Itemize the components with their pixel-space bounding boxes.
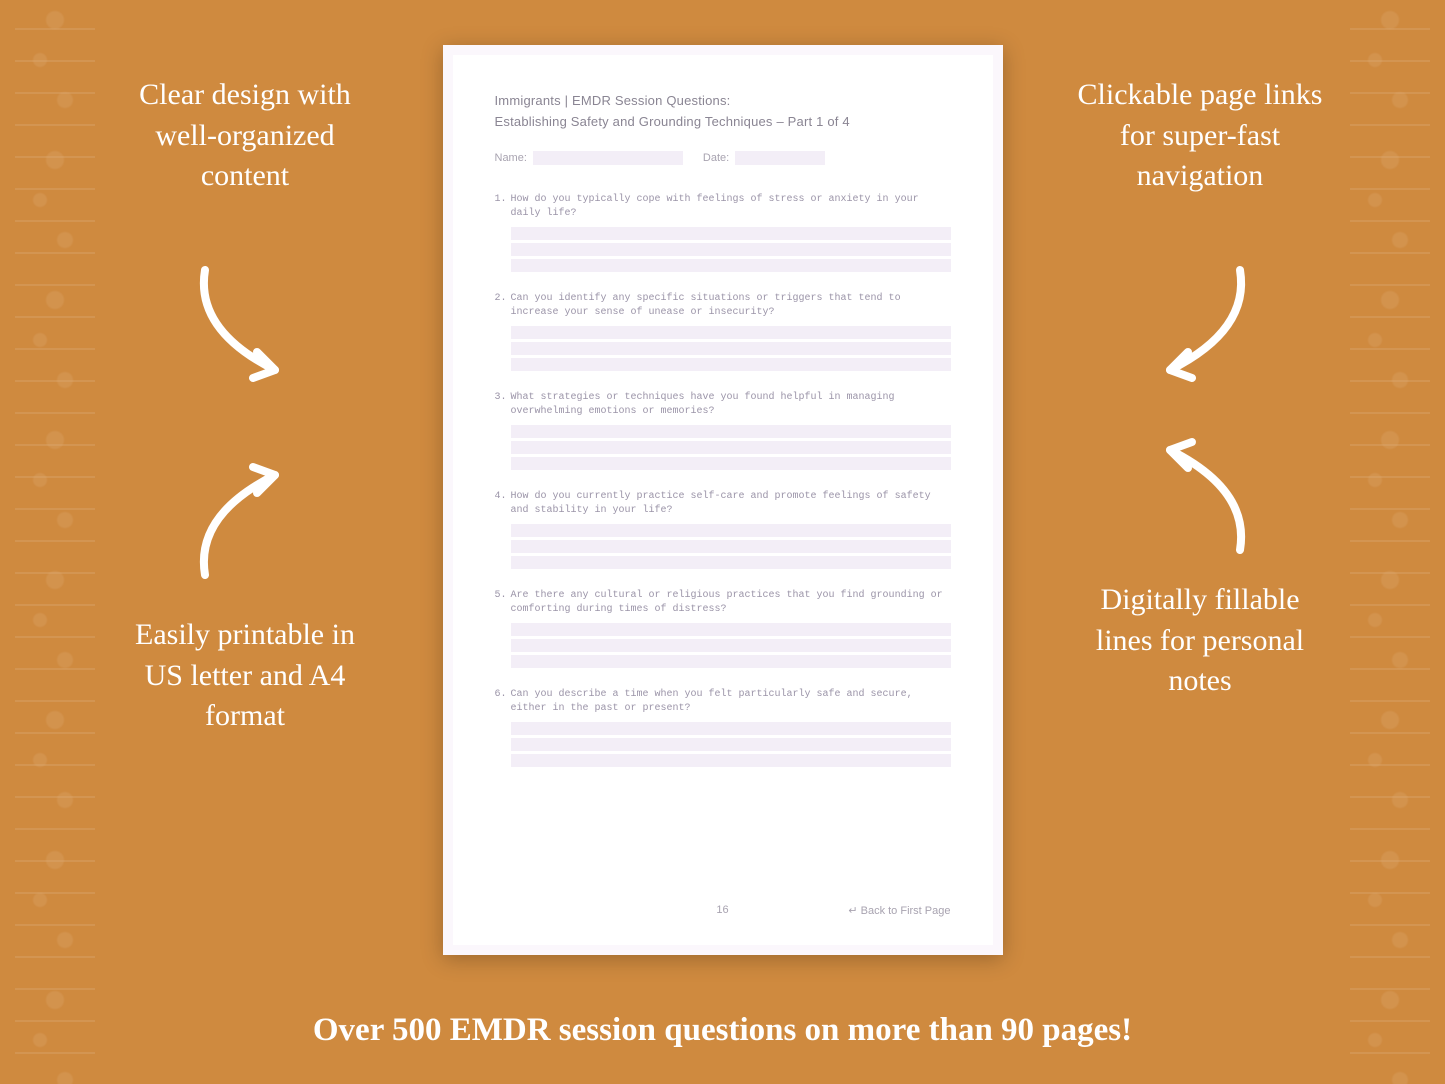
date-label: Date: bbox=[703, 152, 729, 164]
question-body: Are there any cultural or religious prac… bbox=[511, 589, 951, 617]
question-block: 6. Can you describe a time when you felt… bbox=[495, 688, 951, 767]
floral-border-right bbox=[1350, 0, 1430, 1084]
arrow-br-icon bbox=[1130, 430, 1270, 560]
answer-line[interactable] bbox=[511, 540, 951, 553]
answer-line[interactable] bbox=[511, 358, 951, 371]
callout-top-right: Clickable page links for super-fast navi… bbox=[1070, 75, 1330, 197]
answer-line[interactable] bbox=[511, 342, 951, 355]
answer-line[interactable] bbox=[511, 227, 951, 240]
question-text: 2. Can you identify any specific situati… bbox=[495, 292, 951, 320]
question-text: 6. Can you describe a time when you felt… bbox=[495, 688, 951, 716]
bottom-headline: Over 500 EMDR session questions on more … bbox=[0, 1012, 1445, 1049]
answer-line[interactable] bbox=[511, 524, 951, 537]
answer-line[interactable] bbox=[511, 259, 951, 272]
date-field: Date: bbox=[703, 151, 825, 165]
question-block: 4. How do you currently practice self-ca… bbox=[495, 490, 951, 569]
answer-lines bbox=[511, 425, 951, 470]
question-number: 6. bbox=[495, 688, 511, 716]
question-number: 3. bbox=[495, 391, 511, 419]
question-block: 5. Are there any cultural or religious p… bbox=[495, 589, 951, 668]
question-number: 4. bbox=[495, 490, 511, 518]
questions-list: 1. How do you typically cope with feelin… bbox=[495, 193, 951, 767]
answer-line[interactable] bbox=[511, 639, 951, 652]
question-block: 2. Can you identify any specific situati… bbox=[495, 292, 951, 371]
answer-line[interactable] bbox=[511, 457, 951, 470]
floral-border-left bbox=[15, 0, 95, 1084]
name-field: Name: bbox=[495, 151, 683, 165]
question-body: What strategies or techniques have you f… bbox=[511, 391, 951, 419]
callout-bottom-left: Easily printable in US letter and A4 for… bbox=[115, 615, 375, 737]
answer-line[interactable] bbox=[511, 441, 951, 454]
answer-lines bbox=[511, 524, 951, 569]
answer-line[interactable] bbox=[511, 754, 951, 767]
answer-line[interactable] bbox=[511, 722, 951, 735]
answer-line[interactable] bbox=[511, 556, 951, 569]
question-body: How do you typically cope with feelings … bbox=[511, 193, 951, 221]
arrow-tl-icon bbox=[175, 260, 315, 390]
question-text: 5. Are there any cultural or religious p… bbox=[495, 589, 951, 617]
arrow-tr-icon bbox=[1130, 260, 1270, 390]
page-title-line1: Immigrants | EMDR Session Questions: bbox=[495, 93, 951, 108]
question-text: 3. What strategies or techniques have yo… bbox=[495, 391, 951, 419]
page-number: 16 bbox=[716, 904, 728, 916]
answer-line[interactable] bbox=[511, 655, 951, 668]
question-number: 5. bbox=[495, 589, 511, 617]
document-page: Immigrants | EMDR Session Questions: Est… bbox=[443, 45, 1003, 955]
answer-line[interactable] bbox=[511, 326, 951, 339]
answer-lines bbox=[511, 227, 951, 272]
page-footer: 16 ↵ Back to First Page bbox=[495, 904, 951, 917]
name-input-line[interactable] bbox=[533, 151, 683, 165]
answer-line[interactable] bbox=[511, 243, 951, 256]
page-title-line2: Establishing Safety and Grounding Techni… bbox=[495, 114, 951, 129]
answer-line[interactable] bbox=[511, 623, 951, 636]
question-text: 4. How do you currently practice self-ca… bbox=[495, 490, 951, 518]
name-date-row: Name: Date: bbox=[495, 151, 951, 165]
question-body: How do you currently practice self-care … bbox=[511, 490, 951, 518]
date-input-line[interactable] bbox=[735, 151, 825, 165]
answer-lines bbox=[511, 326, 951, 371]
answer-line[interactable] bbox=[511, 425, 951, 438]
question-body: Can you describe a time when you felt pa… bbox=[511, 688, 951, 716]
question-body: Can you identify any specific situations… bbox=[511, 292, 951, 320]
question-number: 1. bbox=[495, 193, 511, 221]
answer-line[interactable] bbox=[511, 738, 951, 751]
arrow-bl-icon bbox=[175, 455, 315, 585]
callout-bottom-right: Digitally fillable lines for personal no… bbox=[1070, 580, 1330, 702]
question-block: 1. How do you typically cope with feelin… bbox=[495, 193, 951, 272]
question-number: 2. bbox=[495, 292, 511, 320]
answer-lines bbox=[511, 722, 951, 767]
back-to-first-link[interactable]: ↵ Back to First Page bbox=[848, 904, 950, 917]
answer-lines bbox=[511, 623, 951, 668]
callout-top-left: Clear design with well-organized content bbox=[115, 75, 375, 197]
question-block: 3. What strategies or techniques have yo… bbox=[495, 391, 951, 470]
name-label: Name: bbox=[495, 152, 527, 164]
question-text: 1. How do you typically cope with feelin… bbox=[495, 193, 951, 221]
